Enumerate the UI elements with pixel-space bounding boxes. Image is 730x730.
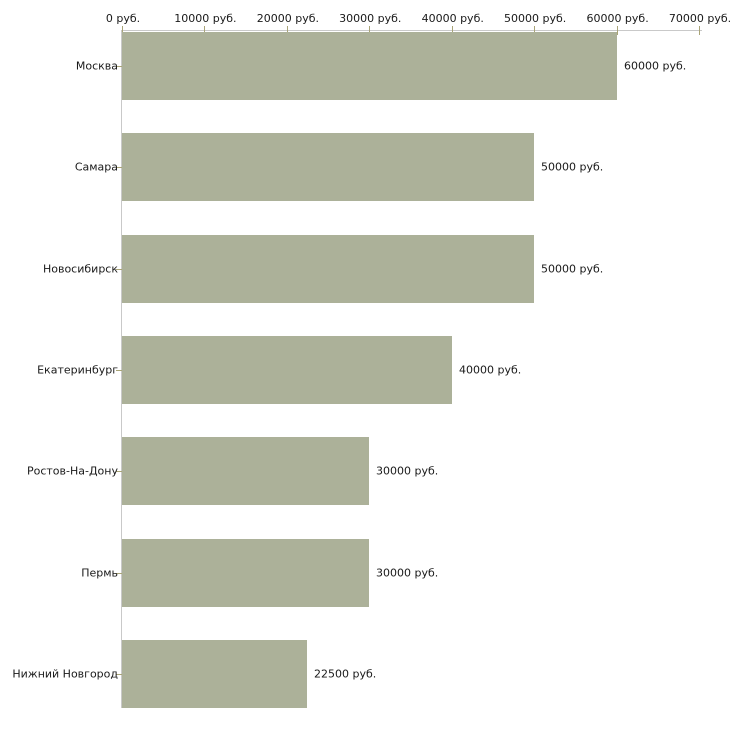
- value-label: 40000 руб.: [459, 363, 522, 377]
- category-label: Пермь: [81, 566, 118, 580]
- value-label: 60000 руб.: [624, 59, 687, 73]
- x-axis-tick-label: 50000 руб.: [504, 12, 567, 25]
- value-label: 50000 руб.: [541, 160, 604, 174]
- category-label: Самара: [74, 160, 118, 174]
- x-axis-tick-label: 10000 руб.: [174, 12, 237, 25]
- value-label: 30000 руб.: [376, 464, 439, 478]
- y-axis-tick: [116, 370, 127, 371]
- bar-5: [122, 437, 369, 505]
- x-axis-tick: [286, 26, 288, 35]
- x-axis-tick-label: 40000 руб.: [421, 12, 484, 25]
- bar-1: [122, 32, 617, 100]
- bar-3: [122, 235, 534, 303]
- category-label: Новосибирск: [42, 262, 118, 276]
- x-axis-tick-label: 70000 руб.: [668, 12, 730, 25]
- x-axis-tick: [616, 26, 618, 35]
- y-axis-tick: [116, 167, 127, 168]
- y-axis-tick: [116, 674, 127, 675]
- y-axis-tick: [116, 573, 127, 574]
- value-label: 50000 руб.: [541, 262, 604, 276]
- x-axis-tick: [122, 26, 123, 35]
- x-axis-tick: [369, 26, 371, 35]
- category-label: Нижний Новгород: [12, 667, 118, 681]
- y-axis-line: [121, 30, 122, 708]
- y-axis-tick: [116, 66, 127, 67]
- x-axis-tick: [699, 26, 700, 35]
- x-axis-tick-label: 60000 руб.: [586, 12, 649, 25]
- x-axis-tick-label: 30000 руб.: [339, 12, 402, 25]
- x-axis-line: [121, 30, 702, 31]
- bar-4: [122, 336, 452, 404]
- bar-7: [122, 640, 307, 708]
- x-axis-tick: [451, 26, 453, 35]
- category-label: Екатеринбург: [37, 363, 118, 377]
- x-axis-tick: [534, 26, 536, 35]
- category-label: Москва: [75, 59, 118, 73]
- bar-2: [122, 133, 534, 201]
- x-axis-tick-label: 0 руб.: [105, 12, 141, 25]
- value-label: 22500 руб.: [314, 667, 377, 681]
- y-axis-tick: [116, 269, 127, 270]
- category-label: Ростов-На-Дону: [26, 464, 118, 478]
- bar-6: [122, 539, 369, 607]
- value-label: 30000 руб.: [376, 566, 439, 580]
- y-axis-tick: [116, 471, 127, 472]
- x-axis-tick: [204, 26, 206, 35]
- x-axis-tick-label: 20000 руб.: [256, 12, 319, 25]
